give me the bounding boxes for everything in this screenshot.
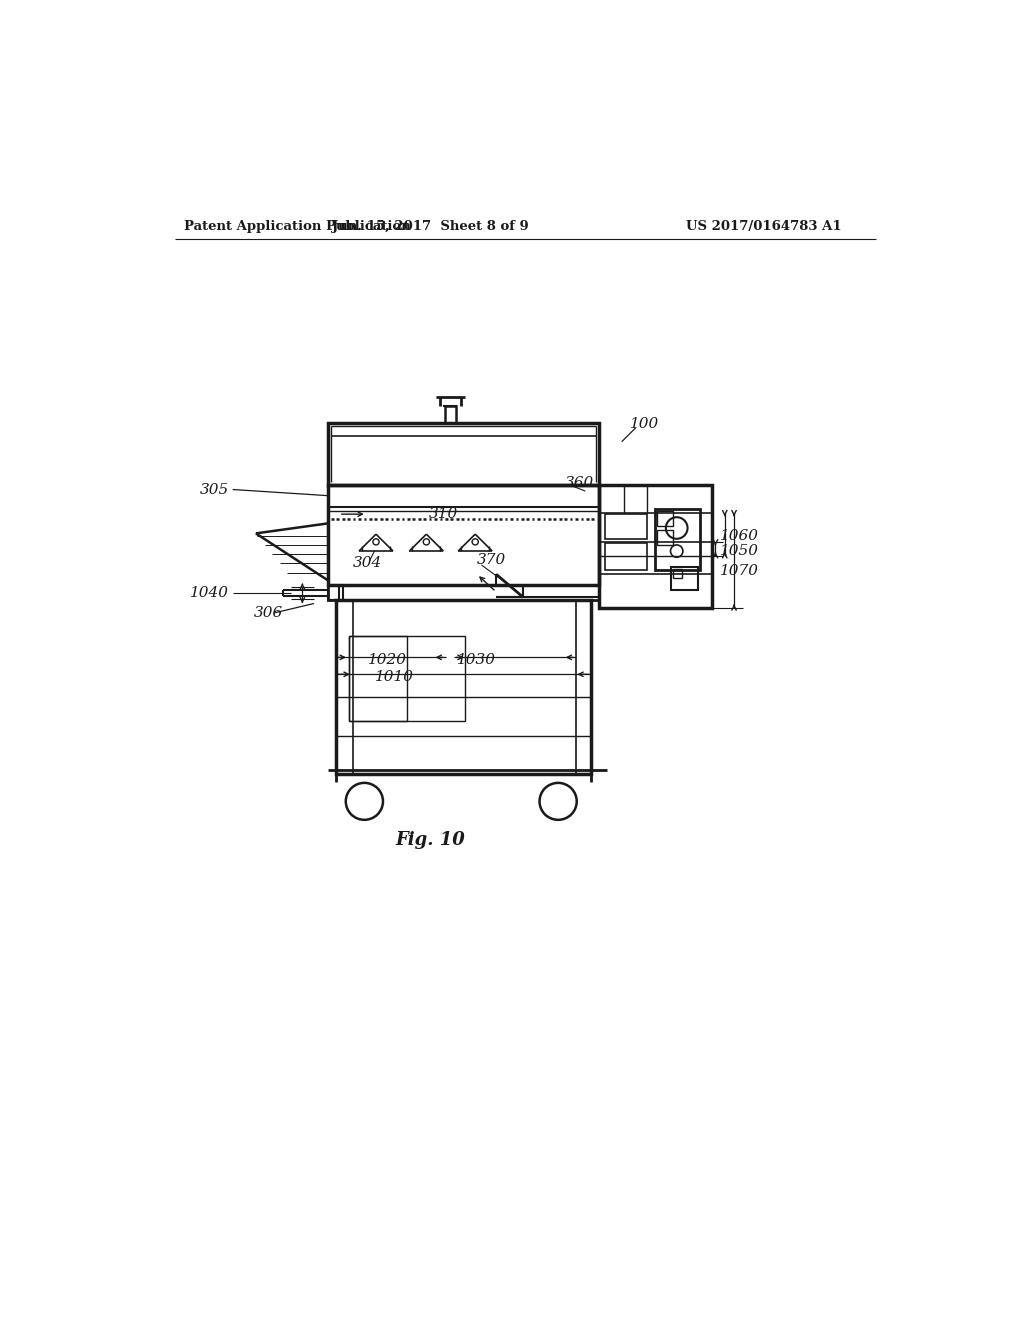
- Bar: [657, 511, 673, 527]
- Bar: [657, 529, 673, 545]
- Text: 305: 305: [200, 483, 228, 496]
- Bar: [328, 424, 599, 484]
- Bar: [328, 484, 599, 585]
- Text: 1050: 1050: [720, 544, 759, 558]
- Text: 1020: 1020: [369, 653, 408, 668]
- Bar: [349, 636, 465, 721]
- Text: 310: 310: [429, 507, 458, 521]
- Bar: [671, 566, 697, 590]
- Text: Jun. 15, 2017  Sheet 8 of 9: Jun. 15, 2017 Sheet 8 of 9: [332, 219, 528, 232]
- Bar: [328, 585, 599, 601]
- Text: 1060: 1060: [720, 529, 759, 543]
- Bar: [604, 515, 647, 539]
- Text: Fig. 10: Fig. 10: [395, 830, 465, 849]
- Bar: [604, 544, 647, 570]
- Text: US 2017/0164783 A1: US 2017/0164783 A1: [686, 219, 842, 232]
- Text: 1030: 1030: [458, 653, 497, 668]
- Bar: [599, 484, 712, 609]
- Text: 100: 100: [630, 417, 659, 432]
- Bar: [349, 636, 407, 721]
- Bar: [673, 569, 682, 578]
- Text: 306: 306: [254, 606, 283, 619]
- Text: 370: 370: [477, 553, 506, 568]
- Bar: [445, 407, 456, 424]
- Text: Patent Application Publication: Patent Application Publication: [183, 219, 411, 232]
- Text: 360: 360: [565, 477, 594, 490]
- Text: 1070: 1070: [720, 564, 759, 578]
- Bar: [336, 601, 592, 774]
- Text: 304: 304: [352, 556, 382, 570]
- Text: 1040: 1040: [189, 586, 228, 599]
- Bar: [655, 508, 700, 570]
- Text: 1010: 1010: [375, 669, 414, 684]
- Bar: [328, 585, 343, 601]
